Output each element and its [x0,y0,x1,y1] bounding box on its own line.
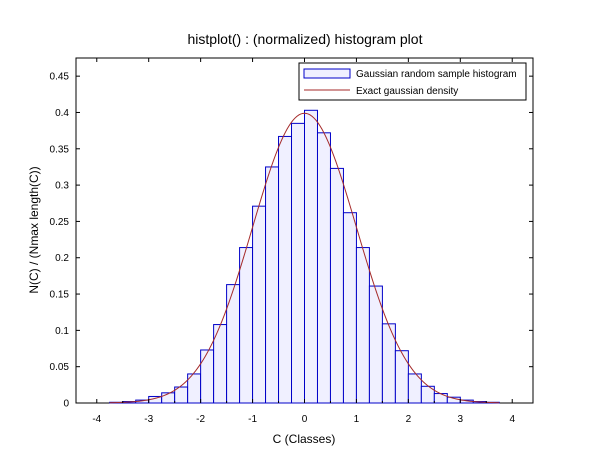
y-tick-label: 0.05 [50,362,70,373]
legend-swatch-histogram [303,68,351,79]
y-tick-label: 0 [63,399,69,410]
x-tick-label: -3 [144,414,153,425]
histogram-bar [355,247,370,404]
histogram-bar [239,247,254,404]
y-tick-label: 0.45 [50,72,70,83]
y-axis-label: N(C) / (Nmax length(C)) [27,166,41,293]
legend: Gaussian random sample histogram Exact g… [298,62,527,101]
histogram-bar [316,132,331,404]
histogram-bar [278,135,293,404]
histogram-bar [394,350,409,404]
density-line [109,112,500,404]
y-axis-ticks: 0 0.05 0.1 0.15 0.2 0.25 0.3 0.35 0.4 0.45 [50,72,533,410]
y-tick-label: 0.2 [55,253,69,264]
y-tick-label: 0.3 [55,181,69,192]
y-tick-label: 0.25 [50,217,70,228]
histogram-bar [161,392,176,404]
histogram-bar [252,205,267,404]
histogram-bar [342,212,357,404]
x-tick-label: 4 [509,414,515,425]
x-axis-ticks: -4 -3 -2 -1 0 1 2 3 4 [92,58,515,425]
x-tick-label: -4 [92,414,101,425]
density-curve [109,112,500,404]
histogram-bar [329,167,344,404]
legend-label-histogram: Gaussian random sample histogram [356,69,517,80]
y-tick-label: 0.1 [55,326,69,337]
y-tick-label: 0.15 [50,290,70,301]
x-tick-label: 3 [458,414,464,425]
chart-title: histplot() : (normalized) histogram plot [188,31,423,47]
histogram-bar [433,393,448,404]
x-tick-label: -1 [248,414,257,425]
y-tick-label: 0.4 [55,108,69,119]
histogram-bar [265,166,280,404]
x-tick-label: 1 [354,414,360,425]
legend-label-density: Exact gaussian density [356,86,458,97]
x-axis-label: C (Classes) [273,432,336,446]
histogram-bar [200,349,215,404]
histogram-bar [304,109,318,404]
histogram-bar [291,122,306,404]
x-tick-label: -2 [196,414,205,425]
x-tick-label: 2 [406,414,412,425]
histogram-bars [109,109,500,404]
y-tick-label: 0.35 [50,144,70,155]
x-tick-label: 0 [302,414,308,425]
